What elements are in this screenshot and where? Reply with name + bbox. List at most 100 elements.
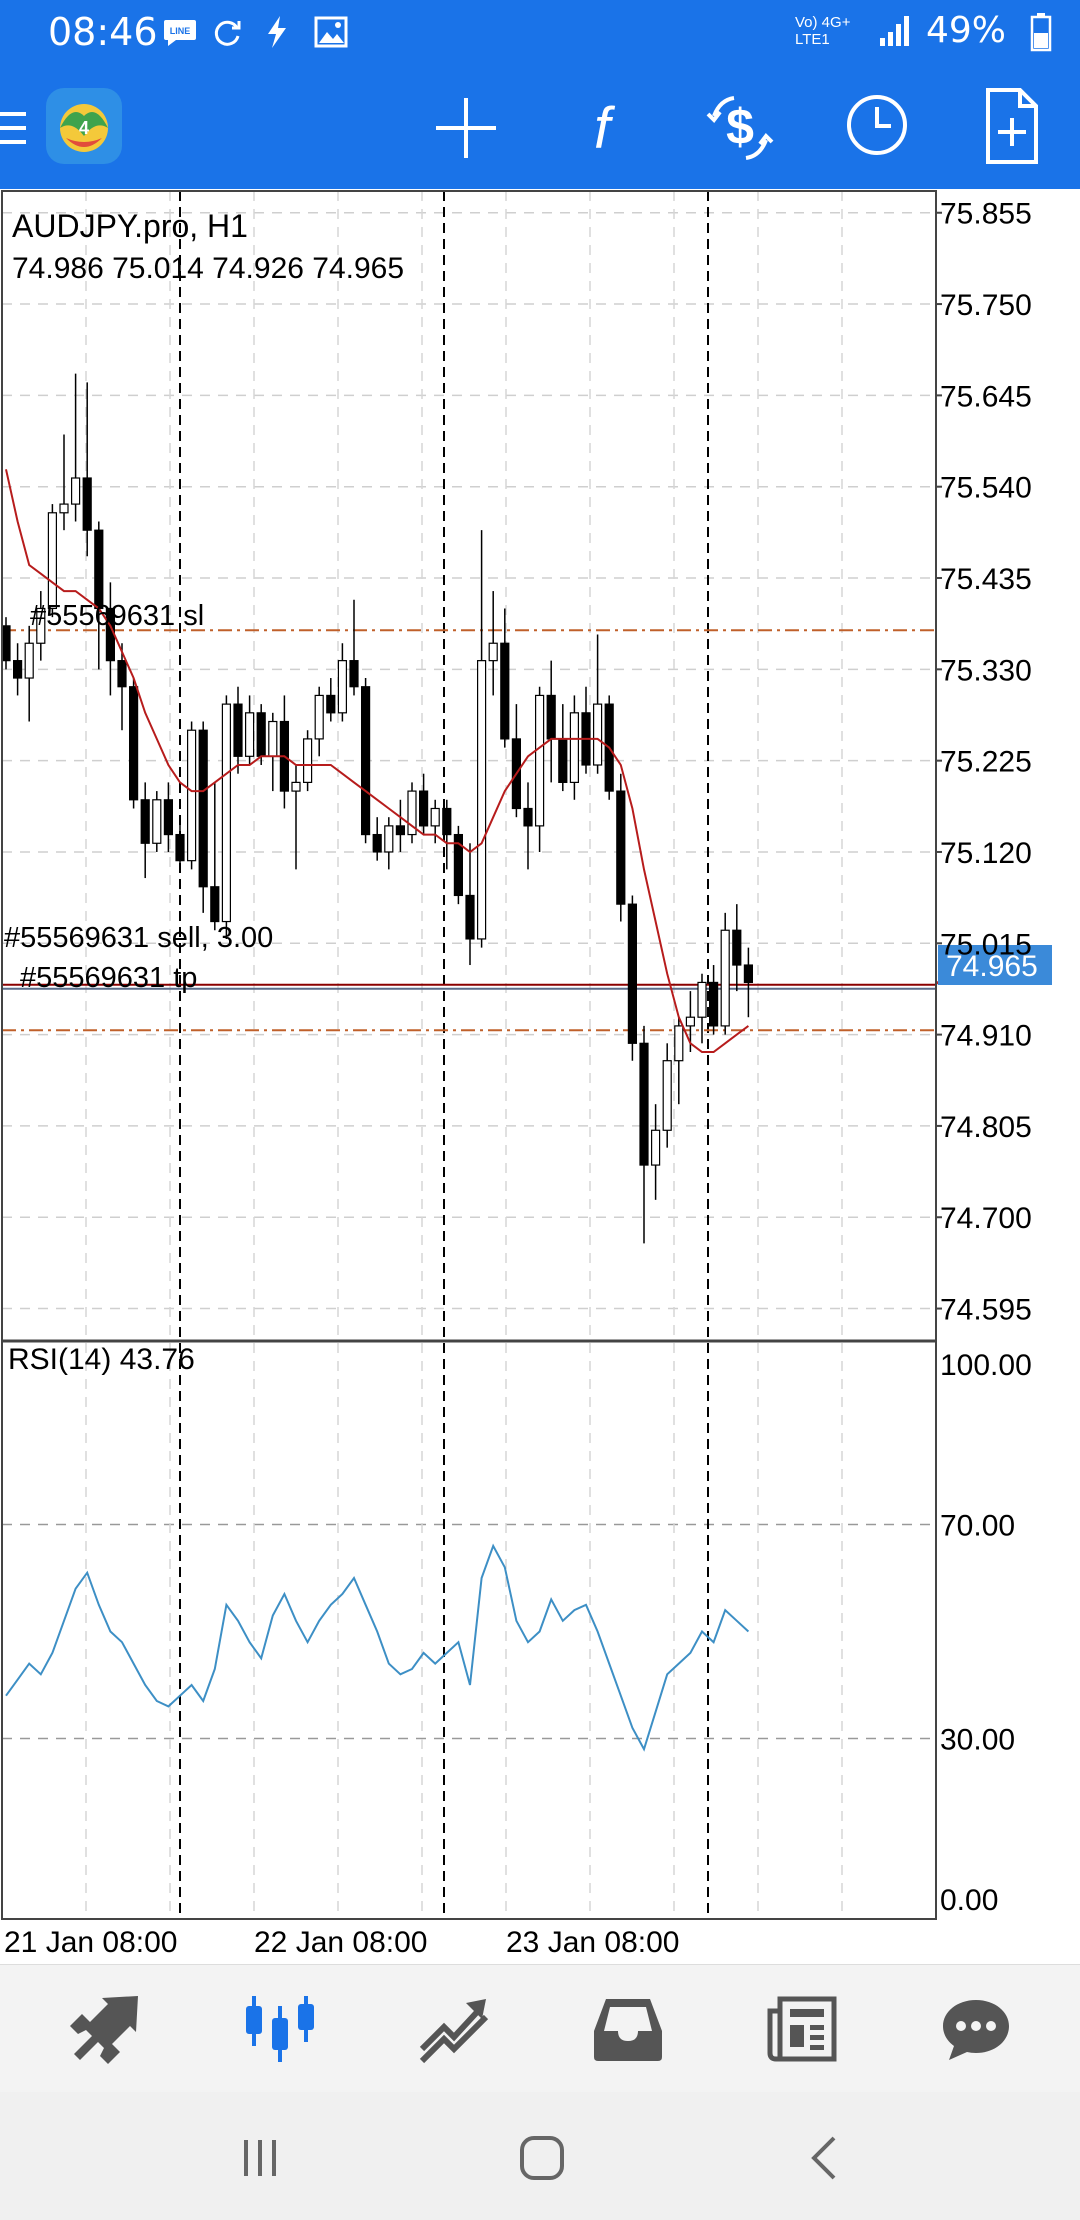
nav-quotes[interactable]: [66, 1989, 146, 2069]
app-logo-icon[interactable]: 4: [44, 86, 124, 166]
home-button[interactable]: [512, 2128, 572, 2188]
new-order-icon[interactable]: [982, 86, 1042, 166]
bear-candle: [627, 903, 638, 1044]
current-price-tag: [938, 945, 1052, 985]
bear-candle: [94, 529, 104, 610]
line-icon: LINE: [164, 20, 196, 46]
price-tick-label: 75.330: [940, 654, 1032, 687]
bear-candle: [395, 825, 405, 836]
price-tick-label: 74.700: [940, 1202, 1032, 1235]
bull-candle: [47, 512, 58, 610]
bull-candle: [592, 703, 603, 766]
price-tick-label: 75.120: [940, 837, 1032, 870]
bear-candle: [442, 807, 452, 836]
news-icon: [767, 1996, 837, 2062]
time-axis-labels: 21 Jan 08:00 22 Jan 08:00 23 Jan 08:00: [4, 1926, 679, 1959]
bear-candle: [349, 660, 359, 688]
history-icon: [594, 1999, 662, 2061]
bull-candle: [268, 720, 278, 757]
nav-messages[interactable]: [936, 1989, 1016, 2069]
nav-history[interactable]: [588, 1989, 668, 2069]
bull-candle: [24, 642, 34, 679]
rsi-tick-label: 0.00: [940, 1884, 998, 1917]
moving-average-line: [5, 469, 749, 1053]
system-navigation-bar: [0, 2092, 1080, 2220]
bull-candle: [685, 1016, 696, 1027]
rsi-tick-label: 30.00: [940, 1724, 1015, 1757]
bear-candle: [13, 660, 23, 679]
nav-news[interactable]: [762, 1989, 842, 2069]
battery-icon: [1030, 13, 1052, 52]
bull-candle: [303, 738, 313, 783]
bear-candle: [546, 694, 556, 740]
nav-trade[interactable]: [414, 1989, 494, 2069]
signal-icon: [880, 16, 909, 46]
recent-apps-icon: [244, 2140, 276, 2176]
bear-candle: [616, 790, 626, 905]
nav-chart[interactable]: [240, 1989, 320, 2069]
bottom-nav: [0, 1964, 1080, 2092]
bear-candle: [558, 738, 568, 783]
ohlc-values: 74.986 75.014 74.926 74.965: [12, 252, 404, 285]
price-axis-labels: 75.855 75.750 75.645 75.540 75.435 75.330 75.2…: [940, 198, 1032, 1327]
bull-candle: [488, 642, 498, 662]
bull-candle: [314, 694, 324, 740]
bull-candle: [384, 825, 394, 853]
bull-candle: [221, 703, 231, 923]
current-price-value: 74.965: [946, 950, 1038, 983]
price-tick-label: 74.805: [940, 1111, 1032, 1144]
flash-icon: [268, 16, 286, 48]
price-tick-label: 75.750: [940, 289, 1032, 322]
crosshair-icon[interactable]: [430, 92, 502, 164]
bull-candle: [569, 712, 580, 783]
bull-candle: [70, 477, 81, 505]
bear-candle: [198, 729, 208, 888]
bear-candle: [743, 964, 754, 984]
home-icon: [520, 2136, 564, 2180]
take-profit-label[interactable]: #55569631 tp: [20, 962, 197, 994]
order-label[interactable]: #55569631 sell, 3.00: [4, 922, 273, 954]
timeframe-clock-icon[interactable]: [842, 90, 912, 160]
rsi-tick-label: 70.00: [940, 1510, 1015, 1543]
back-button[interactable]: [794, 2128, 854, 2188]
bear-candle: [453, 833, 463, 897]
status-time: 08:46: [48, 10, 158, 54]
bear-candle: [639, 1042, 649, 1166]
bear-candle: [732, 929, 742, 966]
price-tick-label: 74.595: [940, 1294, 1032, 1327]
stop-loss-label[interactable]: #55569631 sl: [30, 600, 204, 632]
bear-candle: [1, 625, 11, 662]
bull-candle: [650, 1129, 661, 1166]
bull-candle: [59, 503, 69, 514]
bear-candle: [140, 799, 150, 844]
bear-candle: [419, 790, 429, 827]
bear-candle: [326, 694, 336, 714]
network-indicator: Vo) 4G+ LTE1: [795, 14, 855, 48]
bear-candle: [256, 712, 266, 757]
bull-candle: [720, 929, 730, 1027]
bull-candle: [697, 981, 707, 1018]
messages-icon: [943, 2000, 1009, 2060]
bull-candle: [245, 712, 255, 757]
bull-candle: [662, 1060, 672, 1131]
recent-apps-button[interactable]: [230, 2128, 290, 2188]
indicators-icon[interactable]: f: [570, 92, 634, 164]
sync-icon: [214, 20, 241, 46]
bull-candle: [477, 660, 487, 940]
svg-text:4: 4: [79, 118, 89, 138]
bull-candle: [152, 799, 162, 844]
chart-area[interactable]: AUDJPY.pro, H1 74.986 75.014 74.926 74.9…: [0, 189, 1080, 1964]
menu-icon[interactable]: [0, 108, 28, 148]
price-tick-label: 75.855: [940, 198, 1032, 231]
bear-candle: [117, 660, 127, 688]
chart-frame: [1, 190, 937, 1920]
symbol-dollar-icon[interactable]: $: [700, 90, 780, 166]
bear-candle: [129, 686, 139, 801]
bear-candle: [465, 894, 475, 940]
price-chart[interactable]: AUDJPY.pro, H1 74.986 75.014 74.926 74.9…: [0, 189, 1080, 1964]
back-icon: [811, 2136, 836, 2180]
price-tick-label: 75.645: [940, 380, 1032, 413]
bear-candle: [233, 703, 243, 757]
axes: [1, 190, 937, 1920]
quotes-icon: [70, 1996, 138, 2064]
